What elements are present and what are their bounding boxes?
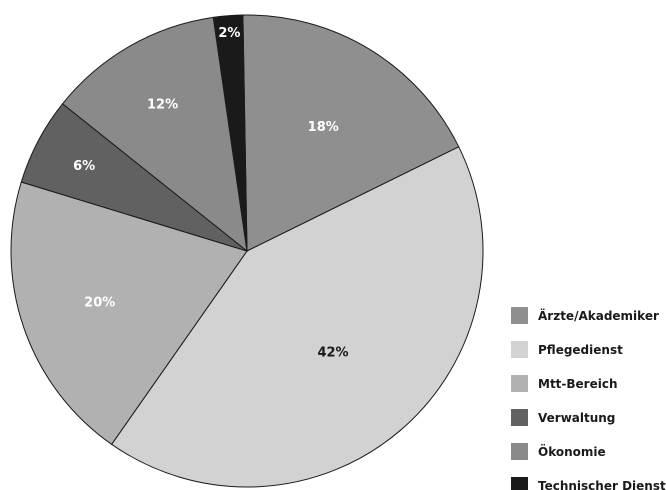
- slice-label-pflegedienst: 42%: [317, 345, 348, 360]
- pie-slices: [10, 14, 484, 488]
- slice-label-aerzte-akademiker: 18%: [308, 120, 339, 135]
- pie-slice-aerzte-akademiker: [242, 14, 460, 252]
- slice-label-mtt-bereich: 20%: [84, 296, 115, 311]
- pie-slice-mtt-bereich: [10, 181, 248, 446]
- legend-swatch-technischer-dienst: [511, 477, 528, 490]
- pie-slice-technischer-dienst: [212, 14, 248, 252]
- legend-swatch-mtt-bereich: [511, 375, 528, 392]
- pie-slice-pflegedienst: [110, 146, 484, 488]
- slice-label-technischer-dienst: 2%: [218, 26, 240, 41]
- legend-label-aerzte-akademiker: Ärzte/Akademiker: [538, 308, 659, 323]
- legend-label-mtt-bereich: Mtt-Bereich: [538, 377, 618, 391]
- legend-label-pflegedienst: Pflegedienst: [538, 343, 623, 357]
- slice-label-verwaltung: 6%: [73, 159, 95, 174]
- legend-swatch-pflegedienst: [511, 341, 528, 358]
- legend-swatch-aerzte-akademiker: [511, 307, 528, 324]
- slice-label-oekonomie: 12%: [147, 98, 178, 113]
- legend-swatch-verwaltung: [511, 409, 528, 426]
- pie-slice-oekonomie: [61, 16, 248, 253]
- legend: Ärzte/Akademiker Pflegedienst Mtt-Bereich V…: [511, 307, 666, 490]
- legend-label-verwaltung: Verwaltung: [538, 411, 615, 425]
- legend-label-oekonomie: Ökonomie: [538, 444, 606, 459]
- pie-slice-labels: 18% 42% 20% 6% 12% 2%: [73, 26, 348, 360]
- legend-label-technischer-dienst: Technischer Dienst: [538, 479, 666, 490]
- legend-swatch-oekonomie: [511, 443, 528, 460]
